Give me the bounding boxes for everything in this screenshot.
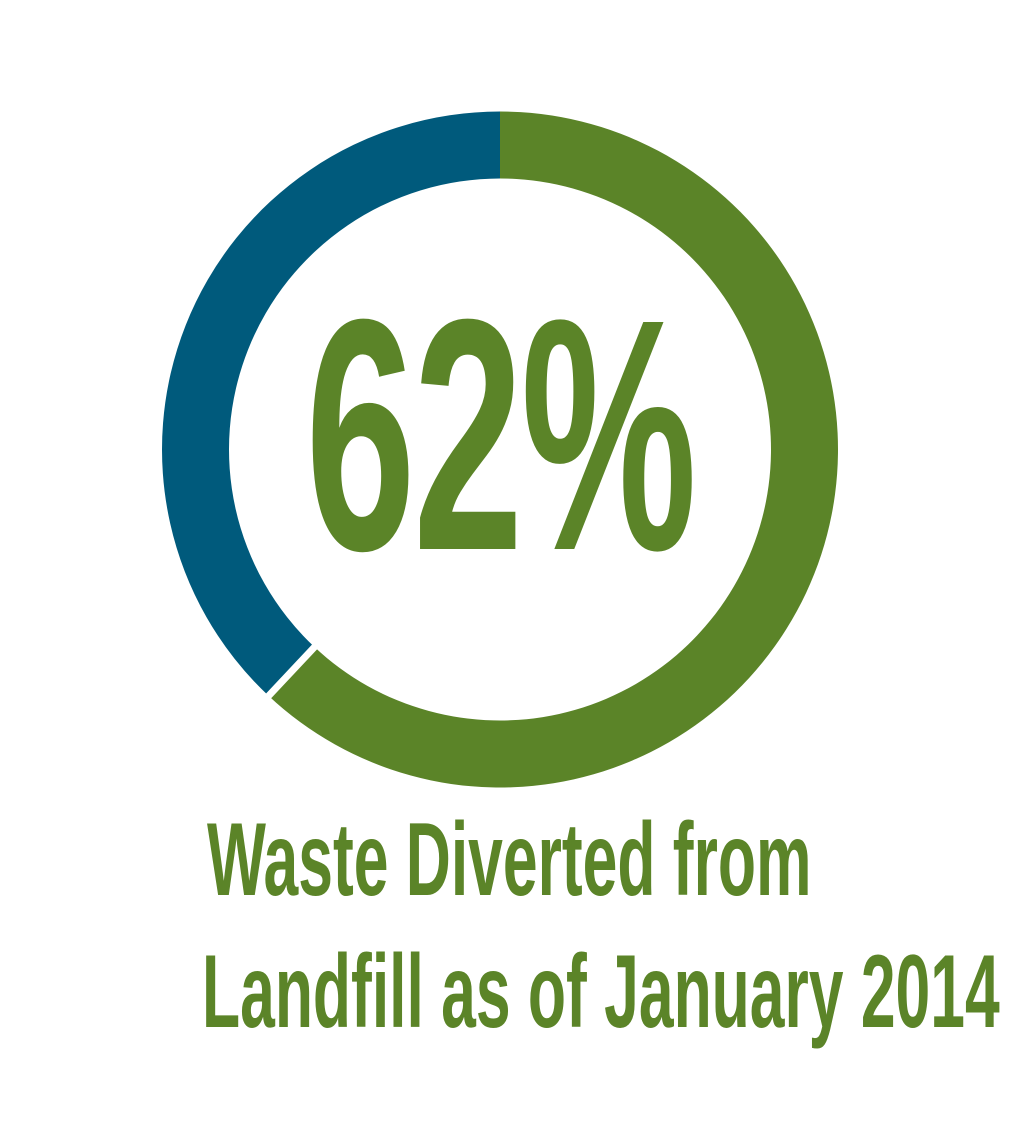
donut-slice-1	[162, 111, 500, 696]
caption-line-2: Landfill as of January 2014	[202, 934, 1000, 1050]
slice-separator	[262, 641, 321, 702]
donut-slice-0	[268, 111, 839, 788]
percentage-label: 62%	[305, 250, 696, 619]
caption-line-1: Waste Diverted from	[206, 802, 812, 918]
